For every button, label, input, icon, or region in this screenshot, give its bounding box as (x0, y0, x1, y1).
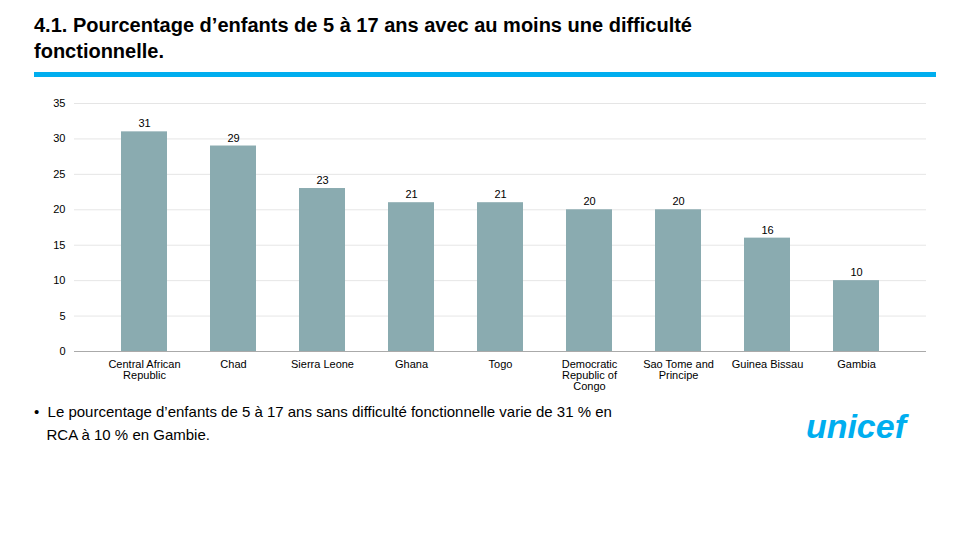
svg-text:31: 31 (138, 117, 150, 129)
svg-text:30: 30 (53, 132, 65, 144)
svg-text:21: 21 (405, 188, 417, 200)
html-text:4.1. Pourcentage d’enfants de: 4.1. Pourcentage d’enfants de 5 à 17 ans… (34, 14, 692, 36)
html-text:unicef: unicef (805, 407, 906, 445)
svg-text:5: 5 (59, 310, 65, 322)
html-text:• Le pourcentage d’enfants de: • Le pourcentage d’enfants de 5 à 17 ans… (34, 403, 612, 420)
svg-text:DemocraticRepublic ofCongo: DemocraticRepublic ofCongo (562, 358, 618, 392)
svg-text:20: 20 (583, 195, 595, 207)
svg-text:10: 10 (850, 266, 862, 278)
svg-text:Ghana: Ghana (395, 358, 429, 370)
svg-text:Sierra Leone: Sierra Leone (291, 358, 354, 370)
html-text:RCA à 10 % en Gambie.: RCA à 10 % en Gambie. (34, 425, 210, 443)
svg-text:20: 20 (53, 203, 65, 215)
svg-text:35: 35 (53, 97, 65, 109)
svg-text:Chad: Chad (220, 358, 246, 370)
svg-text:Guinea Bissau: Guinea Bissau (732, 358, 804, 370)
svg-text:16: 16 (761, 224, 773, 236)
svg-text:10: 10 (53, 274, 65, 286)
svg-text:Gambia: Gambia (837, 358, 876, 370)
svg-text:20: 20 (672, 195, 684, 207)
svg-text:25: 25 (53, 168, 65, 180)
svg-text:23: 23 (316, 174, 328, 186)
svg-text:0: 0 (59, 345, 65, 357)
svg-text:Togo: Togo (489, 358, 513, 370)
html-text:fonctionnelle.: fonctionnelle. (34, 40, 164, 62)
svg-text:29: 29 (227, 132, 239, 144)
svg-text:21: 21 (494, 188, 506, 200)
svg-text:Central AfricanRepublic: Central AfricanRepublic (108, 358, 180, 381)
svg-text:15: 15 (53, 239, 65, 251)
svg-text:Sao Tome andPrincipe: Sao Tome andPrincipe (643, 358, 714, 381)
